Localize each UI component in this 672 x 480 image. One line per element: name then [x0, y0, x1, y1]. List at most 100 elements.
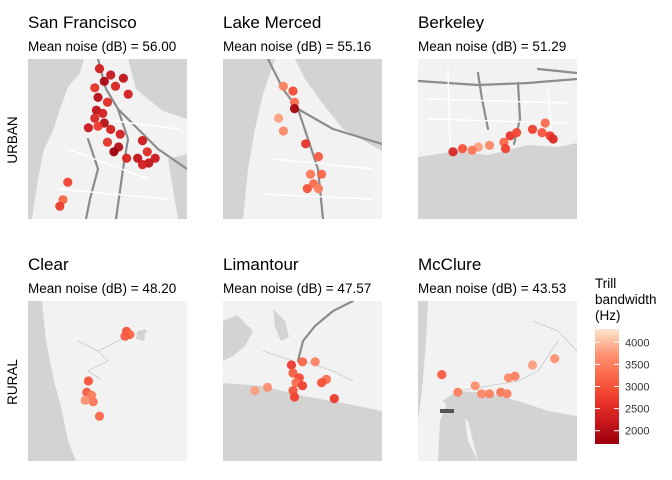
panel-subtitle: Mean noise (dB) = 51.29	[418, 39, 566, 54]
recording-point	[512, 128, 522, 138]
recording-point	[142, 147, 152, 157]
legend-title-line: (Hz)	[595, 308, 621, 323]
panel-san-francisco: San Francisco Mean noise (dB) = 56.00	[28, 13, 187, 219]
map-road	[262, 158, 374, 200]
recording-point	[137, 160, 148, 170]
recording-point	[274, 113, 284, 123]
recording-point	[467, 145, 477, 155]
recording-point	[83, 123, 93, 133]
recording-point	[317, 169, 327, 179]
recording-point	[301, 139, 311, 149]
recording-point	[289, 104, 300, 114]
map-water	[223, 315, 253, 361]
recording-point	[286, 360, 296, 370]
panel-title: Lake Merced	[223, 13, 321, 32]
panel-title: Clear	[28, 255, 69, 274]
panel-subtitle: Mean noise (dB) = 56.00	[28, 39, 176, 54]
panel-subtitle: Mean noise (dB) = 47.57	[223, 281, 371, 296]
recording-point	[477, 389, 487, 399]
recording-point	[122, 153, 132, 163]
recording-point	[502, 389, 512, 399]
recording-point	[550, 354, 560, 364]
recording-point	[484, 389, 495, 399]
recording-point	[317, 378, 327, 388]
map-water	[295, 59, 382, 151]
recording-point	[302, 184, 312, 194]
recording-point	[110, 81, 121, 91]
panel-clear: Clear Mean noise (dB) = 48.20	[28, 255, 187, 461]
legend-tick-label: 4000	[625, 337, 649, 349]
recording-point	[133, 153, 143, 163]
recording-point	[537, 128, 547, 138]
recording-point	[527, 360, 538, 370]
recording-point	[106, 124, 116, 134]
panel-title: Limantour	[223, 255, 299, 274]
panel-subtitle: Mean noise (dB) = 55.16	[223, 39, 371, 54]
recording-point	[297, 381, 308, 391]
recording-point	[80, 395, 90, 405]
recording-point	[305, 169, 316, 179]
recording-point	[288, 86, 298, 96]
panel-berkeley: Berkeley Mean noise (dB) = 51.29	[418, 13, 577, 219]
recording-point	[120, 331, 130, 341]
recording-point	[99, 76, 109, 86]
panel-subtitle: Mean noise (dB) = 48.20	[28, 281, 176, 296]
recording-point	[470, 381, 480, 391]
panel-title: McClure	[418, 255, 481, 274]
recording-point	[106, 70, 116, 80]
recording-point	[109, 147, 119, 157]
recording-point	[527, 124, 538, 134]
map-water	[28, 59, 84, 219]
map-water	[128, 59, 187, 119]
recording-point	[288, 368, 298, 378]
legend: Trill bandwidth (Hz) 4000 3500 3000 2500 200…	[595, 276, 657, 444]
recording-point	[250, 386, 260, 396]
map-road	[57, 118, 179, 200]
recording-point	[118, 73, 128, 83]
recording-point	[457, 144, 468, 154]
recording-point	[102, 137, 113, 147]
map-water	[418, 143, 577, 219]
legend-title-line: Trill	[595, 276, 616, 291]
panel-lake-merced: Lake Merced Mean noise (dB) = 55.16	[223, 13, 382, 219]
map-road	[296, 107, 382, 146]
recording-point	[98, 108, 108, 118]
recording-point	[484, 140, 495, 150]
legend-title-line: bandwidth	[595, 292, 657, 307]
panel-limantour: Limantour Mean noise (dB) = 47.57	[223, 255, 382, 461]
recording-point	[94, 411, 105, 421]
recording-point	[88, 397, 98, 407]
panel-title: San Francisco	[28, 13, 137, 32]
recording-point	[548, 134, 558, 144]
recording-point	[115, 129, 125, 139]
recording-point	[289, 97, 300, 107]
recording-point	[55, 201, 65, 211]
recording-point	[90, 83, 100, 93]
recording-point	[262, 382, 273, 392]
recording-point	[102, 97, 113, 107]
map-water	[442, 391, 577, 461]
map-water	[273, 309, 289, 341]
recording-point	[90, 113, 100, 123]
map-water	[223, 59, 275, 219]
recording-point	[297, 357, 308, 367]
legend-tick-label: 2500	[625, 404, 649, 416]
recording-point	[437, 370, 447, 380]
recording-point	[453, 387, 463, 397]
panel-mcclure: McClure Mean noise (dB) = 43.53	[418, 255, 577, 461]
map-road	[84, 137, 100, 219]
map-trail	[457, 320, 577, 392]
legend-tick-label: 3500	[625, 359, 649, 371]
map-road	[296, 301, 355, 363]
map-road	[536, 67, 577, 75]
map-water	[168, 154, 187, 219]
recording-point	[448, 147, 458, 157]
recording-point	[278, 126, 288, 136]
recording-point	[540, 118, 550, 128]
recording-point	[137, 136, 148, 146]
recording-point	[278, 81, 288, 91]
legend-tick-label: 3000	[625, 382, 649, 394]
panel-subtitle: Mean noise (dB) = 43.53	[418, 281, 566, 296]
map-road	[427, 68, 569, 150]
